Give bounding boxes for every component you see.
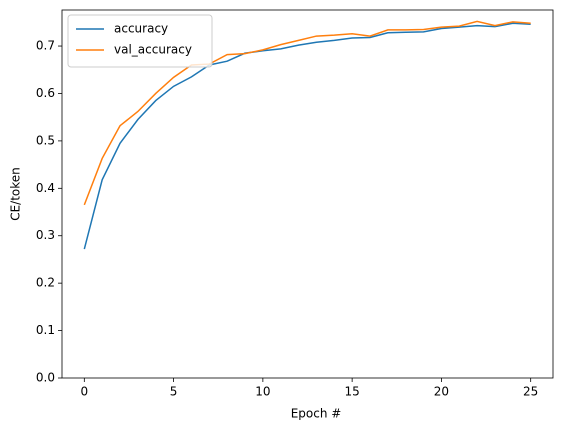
x-axis-label: Epoch # <box>291 407 342 421</box>
y-tick-label: 0.5 <box>36 133 55 147</box>
plot-frame <box>61 9 554 379</box>
legend-label: val_accuracy <box>114 43 192 57</box>
x-tick-label: 0 <box>80 385 88 399</box>
x-tick-label: 5 <box>170 385 178 399</box>
y-tick-label: 0.3 <box>36 228 55 242</box>
series-line <box>83 22 531 250</box>
x-tick-label: 25 <box>523 385 538 399</box>
y-tick-label: 0.6 <box>36 86 55 100</box>
series-line <box>83 20 531 206</box>
x-tick-label: 15 <box>344 385 359 399</box>
legend-box <box>67 14 213 68</box>
y-tick-label: 0.1 <box>36 323 55 337</box>
y-tick-label: 0.0 <box>36 371 55 385</box>
y-tick-label: 0.4 <box>36 181 55 195</box>
x-tick-label: 20 <box>434 385 449 399</box>
y-tick-label: 0.7 <box>36 39 55 53</box>
y-tick-label: 0.2 <box>36 276 55 290</box>
legend-label: accuracy <box>114 22 168 36</box>
y-axis-label: CE/token <box>9 167 23 221</box>
x-tick-label: 10 <box>255 385 270 399</box>
